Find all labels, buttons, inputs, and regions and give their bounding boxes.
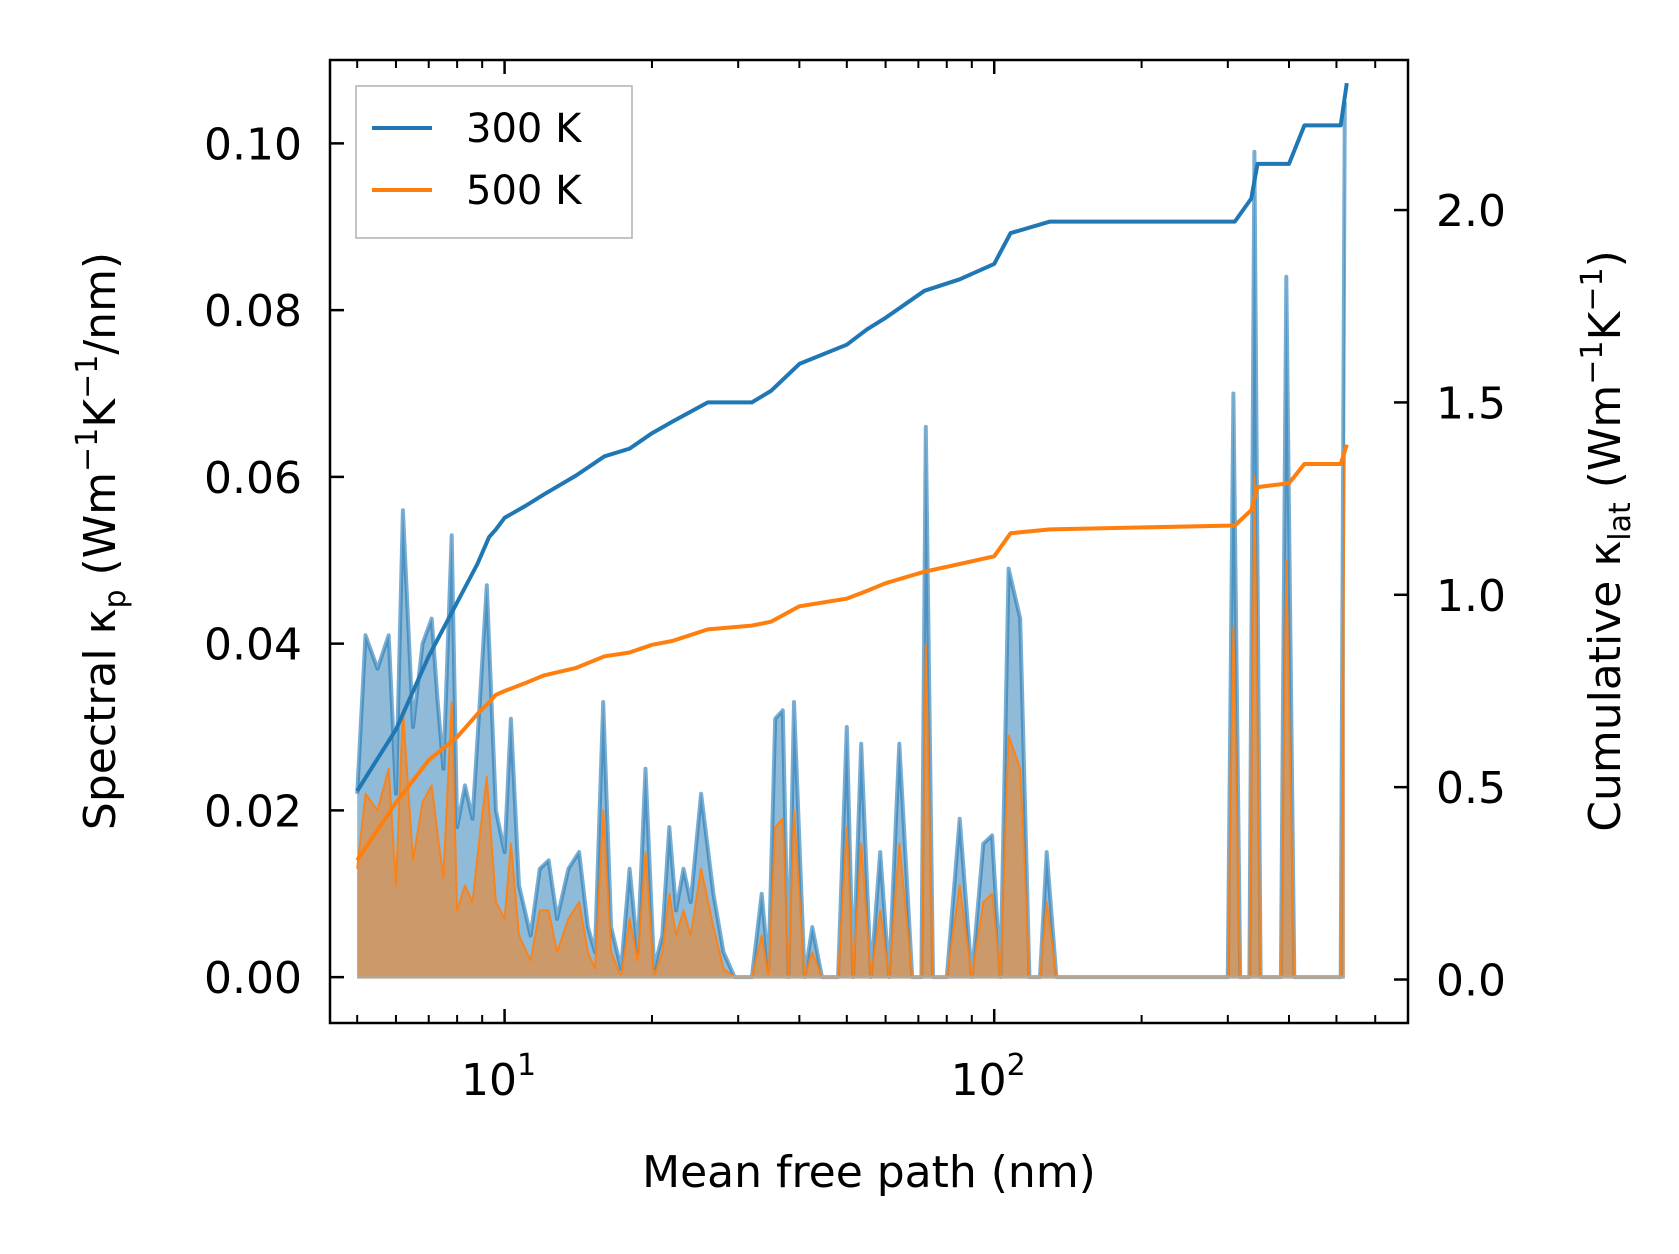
legend-label-500k: 500 K: [466, 168, 583, 214]
legend-label-300k: 300 K: [466, 106, 583, 152]
y-right-tick-label: 0.0: [1436, 956, 1506, 1007]
x-tick-label: 102: [951, 1048, 1026, 1106]
spectral-area-500k: [357, 451, 1345, 978]
y-left-tick-label: 0.00: [204, 953, 302, 1004]
x-axis-label: Mean free path (nm): [642, 1147, 1096, 1198]
cumulative-line-300k: [355, 82, 1349, 793]
y-right-tick-label: 1.5: [1436, 378, 1506, 429]
axis-ticks: [330, 60, 1409, 1023]
legend: 300 K 500 K: [355, 85, 633, 239]
y-left-tick-label: 0.06: [204, 453, 302, 504]
y-left-tick-label: 0.10: [204, 119, 302, 170]
legend-box: [355, 85, 633, 239]
y-axis-label-left: Spectral κp (Wm−1K−1/nm): [70, 252, 133, 830]
y-axis-label-right: Cumulative κlat (Wm−1K−1): [1575, 250, 1638, 832]
x-tick-label: 101: [461, 1048, 536, 1106]
y-right-tick-label: 0.5: [1436, 763, 1506, 814]
y-right-tick-label: 1.0: [1436, 571, 1506, 622]
cumulative-line-500k: [355, 444, 1349, 862]
y-left-tick-label: 0.04: [204, 620, 302, 671]
plot-area: [355, 82, 1349, 980]
axes-frame: [328, 58, 1410, 1025]
y-left-tick-label: 0.02: [204, 786, 302, 837]
y-right-tick-label: 2.0: [1436, 186, 1506, 237]
y-left-tick-label: 0.08: [204, 286, 302, 337]
